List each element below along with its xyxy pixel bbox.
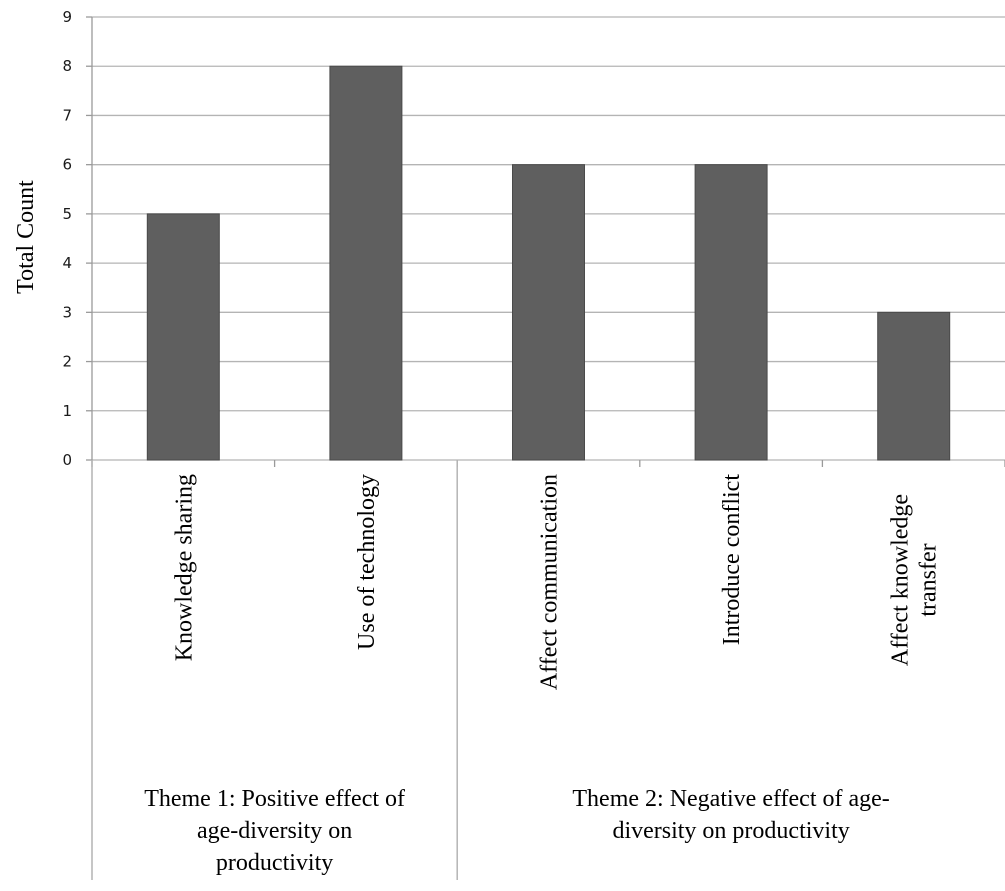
bars bbox=[146, 65, 951, 461]
category-label: Use of technology bbox=[354, 474, 380, 650]
group-labels: Theme 1: Positive effect of age-diversity… bbox=[144, 786, 890, 876]
y-tick-label: 9 bbox=[62, 8, 72, 26]
y-tick-label: 0 bbox=[62, 451, 72, 469]
y-tick-label: 5 bbox=[62, 205, 72, 223]
bar bbox=[512, 164, 585, 461]
y-axis-title: Total Count bbox=[13, 180, 39, 294]
bar bbox=[694, 164, 768, 461]
y-tick-label: 8 bbox=[62, 57, 72, 75]
y-tick-label: 1 bbox=[62, 402, 72, 420]
y-tick-label: 7 bbox=[62, 106, 72, 124]
category-label: Affect knowledgetransfer bbox=[888, 494, 942, 666]
group-label: Theme 1: Positive effect of age-diversity… bbox=[144, 786, 405, 876]
y-tick-label: 6 bbox=[62, 156, 72, 174]
category-label: Affect communication bbox=[537, 474, 563, 690]
bar bbox=[146, 213, 220, 461]
category-label: Introduce conflict bbox=[719, 474, 745, 646]
bar bbox=[329, 65, 403, 461]
group-label: Theme 2: Negative effect of age-diversit… bbox=[572, 786, 889, 844]
axes bbox=[86, 16, 1005, 880]
category-labels: Knowledge sharing Use of technology Affect… bbox=[171, 474, 941, 690]
y-tick-label: 4 bbox=[62, 254, 72, 272]
y-tick-label: 2 bbox=[62, 353, 72, 371]
bar bbox=[877, 311, 951, 461]
y-tick-labels: 0 1 2 3 4 5 6 7 8 9 bbox=[62, 8, 72, 469]
y-tick-label: 3 bbox=[62, 303, 72, 321]
category-label: Knowledge sharing bbox=[171, 474, 197, 661]
